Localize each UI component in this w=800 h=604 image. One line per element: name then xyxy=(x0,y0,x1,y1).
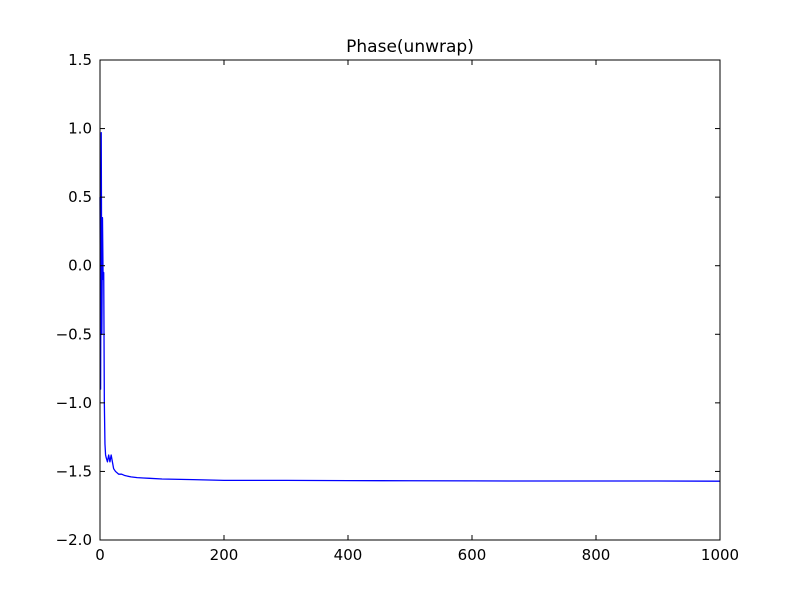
phase-series-line xyxy=(99,132,721,482)
plot-frame xyxy=(99,59,721,541)
y-tick-label: 0.5 xyxy=(68,188,92,206)
y-tick-label: −0.5 xyxy=(56,325,92,343)
y-tick-label: 1.5 xyxy=(68,51,92,69)
y-tick-label: 0.0 xyxy=(68,257,92,275)
x-tick-label: 600 xyxy=(458,546,487,564)
x-tick-label: 1000 xyxy=(701,546,739,564)
x-tick-label: 800 xyxy=(582,546,611,564)
x-tick-label: 0 xyxy=(95,546,105,564)
y-tick-label: 1.0 xyxy=(68,120,92,138)
y-tick-label: −1.5 xyxy=(56,462,92,480)
chart-title: Phase(unwrap) xyxy=(346,37,474,57)
y-tick-label: −1.0 xyxy=(56,394,92,412)
x-tick-label: 400 xyxy=(334,546,363,564)
x-tick-label: 200 xyxy=(210,546,239,564)
y-tick-label: −2.0 xyxy=(56,531,92,549)
